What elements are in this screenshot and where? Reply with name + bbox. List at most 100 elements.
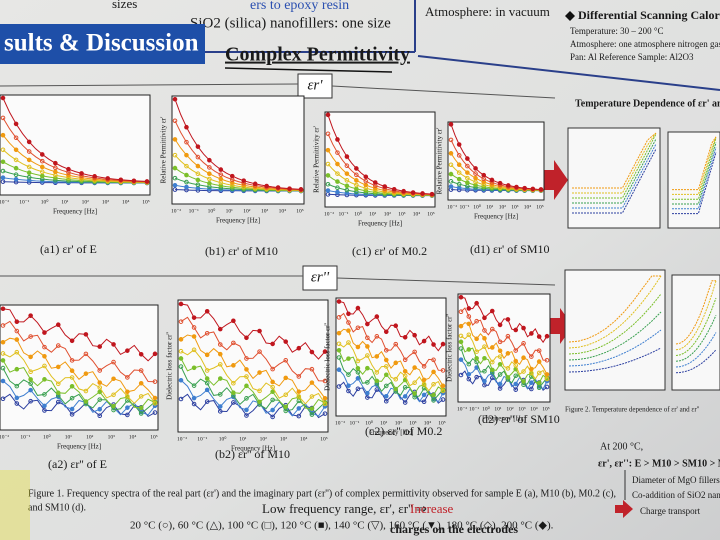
y-axis-label: Dielectric loss factor εr'' <box>446 314 454 382</box>
y-axis-label: Dielectric loss factor εr'' <box>166 332 174 400</box>
marker <box>513 387 519 392</box>
panel-caption: (b1) εr' of M10 <box>205 244 278 258</box>
x-tick-label: 10¹ <box>65 434 73 440</box>
x-tick-label: 10¹ <box>380 420 388 426</box>
x-tick-label: 10⁴ <box>129 434 137 440</box>
side-bullet: Charge transport <box>640 506 701 516</box>
x-tick-label: 10⁵ <box>150 434 158 440</box>
fragment: sizes <box>112 0 137 11</box>
x-tick-label: 10⁴ <box>279 208 287 214</box>
x-tick-label: 10⁰ <box>41 198 50 205</box>
mini-curve <box>568 311 662 361</box>
x-tick-label: 10⁴ <box>122 199 130 205</box>
side-title: Temperature Dependence of εr' and <box>575 98 720 109</box>
x-tick-label: 10¹ <box>226 208 234 214</box>
marker <box>473 171 478 176</box>
legend: 20 °C (○), 60 °C (△), 100 °C (□), 120 °C… <box>130 520 554 532</box>
marker <box>521 341 526 346</box>
marker <box>231 380 236 386</box>
curve <box>2 337 156 399</box>
x-tick-label: 10⁻² <box>335 420 345 426</box>
curve <box>2 320 156 383</box>
marker <box>152 401 158 406</box>
marker <box>448 179 454 184</box>
x-tick-label: 10⁵ <box>296 208 304 214</box>
mini-curve <box>675 349 717 374</box>
curve <box>180 349 326 405</box>
curve <box>2 393 156 418</box>
highlight <box>0 470 30 540</box>
marker <box>374 370 380 375</box>
marker <box>0 147 6 153</box>
curve <box>180 303 326 360</box>
marker <box>412 380 417 386</box>
x-tick-label: 10² <box>82 199 90 205</box>
x-tick-label: 10⁻² <box>171 208 181 214</box>
marker <box>325 131 331 137</box>
marker <box>26 164 32 170</box>
mini-curve <box>675 280 717 351</box>
marker <box>513 363 519 368</box>
curve <box>460 307 548 361</box>
curve <box>338 312 444 371</box>
marker <box>309 412 315 417</box>
rule <box>0 83 299 87</box>
marker <box>489 359 495 365</box>
marker <box>257 349 262 354</box>
marker <box>513 348 519 353</box>
marker <box>111 359 116 365</box>
mini-curve <box>572 143 657 209</box>
x-tick-label: 10⁻¹ <box>469 406 479 412</box>
x-axis-label: Frequency [Hz] <box>482 415 526 423</box>
mini-plot <box>567 127 661 229</box>
side-caption: Figure 2. Temperature dependence of εr' … <box>565 406 699 414</box>
mini-curve <box>568 293 662 355</box>
mini-curve <box>568 347 662 373</box>
side-bullet: Co-addition of SiO2 nanofillers <box>632 490 720 500</box>
marker <box>393 376 399 382</box>
marker <box>0 323 6 328</box>
marker <box>421 364 427 369</box>
marker <box>354 182 359 188</box>
figure-caption: and SM10 (d). <box>28 502 86 513</box>
marker <box>69 412 75 417</box>
divider <box>417 55 720 91</box>
marker <box>489 326 495 332</box>
marker <box>207 176 212 182</box>
marker <box>346 372 351 377</box>
x-tick-label: 10⁻¹ <box>339 211 349 217</box>
dsc-line: Atmosphere: one atmosphere nitrogen gas <box>570 39 720 49</box>
mini-curve <box>675 280 716 345</box>
x-tick-label: 10⁰ <box>473 203 482 210</box>
marker <box>55 381 61 387</box>
marker <box>336 341 342 347</box>
marker <box>42 363 47 369</box>
x-axis-label: Frequency [Hz] <box>216 217 260 225</box>
bullet-diamond <box>565 11 575 21</box>
marker <box>172 118 178 124</box>
marker <box>42 344 47 350</box>
curve <box>338 357 444 402</box>
mini-curve <box>675 297 717 356</box>
marker <box>497 386 503 391</box>
marker <box>55 343 61 348</box>
x-tick-label: 10⁵ <box>427 211 435 217</box>
x-tick-label: 10⁻¹ <box>197 436 207 442</box>
mini-curve <box>572 132 657 194</box>
marker <box>191 401 197 407</box>
curve <box>2 380 156 416</box>
marker <box>39 158 45 164</box>
x-tick-label: 10² <box>384 211 392 217</box>
marker <box>111 392 116 398</box>
marker <box>125 393 130 399</box>
marker <box>393 341 399 347</box>
dsc-line: Pan: Al Reference Sample: Al2O3 <box>570 52 694 62</box>
x-tick-label: 10⁻² <box>457 406 467 412</box>
x-tick-label: 10⁴ <box>424 420 432 426</box>
marker <box>13 157 19 163</box>
marker <box>355 358 361 364</box>
